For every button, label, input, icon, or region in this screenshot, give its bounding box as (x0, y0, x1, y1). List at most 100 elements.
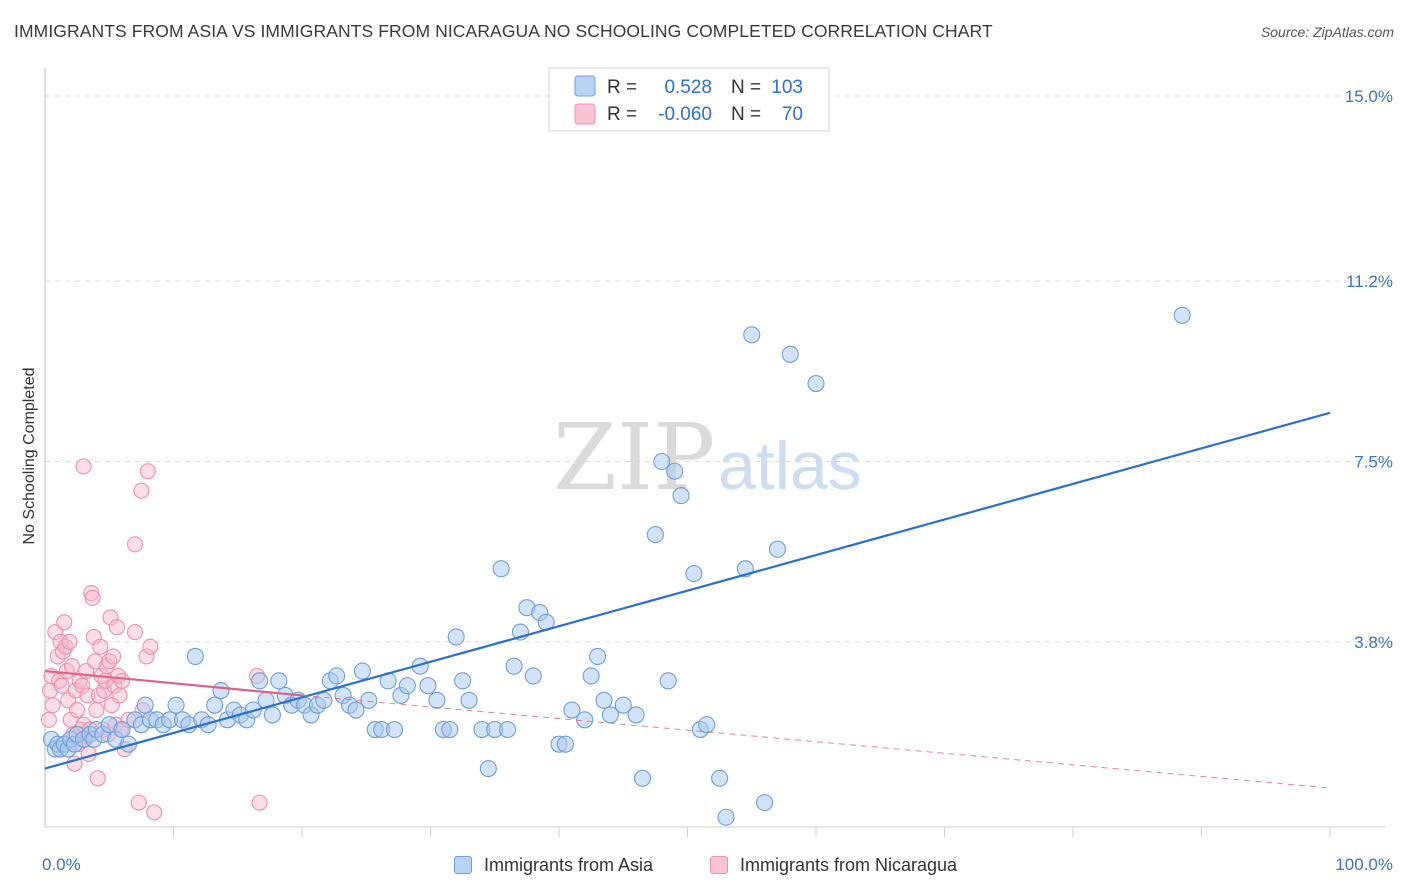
point-nicaragua (146, 804, 163, 821)
legend-asia-r-value: 0.528 (664, 77, 712, 98)
x-tick-label-min: 0.0% (42, 855, 81, 874)
point-asia (685, 565, 703, 583)
point-asia (186, 647, 204, 665)
point-asia (698, 716, 716, 734)
point-nicaragua (92, 638, 109, 655)
x-tick-label-max: 100.0% (1335, 855, 1393, 874)
point-nicaragua (142, 638, 159, 655)
y-tick-label: 15.0% (1345, 87, 1393, 106)
point-nicaragua (98, 658, 115, 675)
point-asia (113, 720, 131, 739)
legend-nicaragua-n-label: N = (731, 104, 761, 125)
point-nicaragua (130, 794, 147, 811)
chart-source: Source: ZipAtlas.com (1260, 24, 1394, 40)
series-asia-points (42, 306, 1191, 826)
x-ticks (173, 827, 1331, 837)
point-asia (479, 759, 497, 778)
point-asia (672, 487, 690, 505)
point-nicaragua (79, 687, 96, 704)
point-asia (576, 711, 594, 729)
y-tick-label: 7.5% (1354, 452, 1393, 471)
watermark-atlas: atlas (718, 428, 862, 504)
point-nicaragua (56, 614, 73, 631)
watermark: ZIP atlas (553, 404, 862, 511)
point-asia (263, 706, 281, 724)
point-asia (492, 560, 510, 578)
point-asia (460, 691, 478, 709)
point-asia (781, 345, 799, 363)
point-asia (315, 691, 333, 709)
point-asia (595, 691, 613, 709)
point-asia (711, 769, 729, 787)
point-asia (524, 667, 542, 685)
grid-lines (45, 95, 1385, 643)
legend-nicaragua-r-label: R = (607, 104, 637, 125)
point-asia (505, 657, 523, 675)
series-nicaragua-points (40, 458, 268, 821)
point-nicaragua (61, 633, 78, 650)
trend-lines (44, 411, 1331, 789)
point-nicaragua (44, 697, 61, 714)
bottom-legend-asia-swatch (454, 856, 472, 874)
point-nicaragua (133, 482, 150, 499)
point-asia (328, 667, 346, 685)
point-asia (167, 696, 185, 714)
bottom-legend-nicaragua: Immigrants from Nicaragua (710, 852, 957, 878)
point-asia (756, 794, 774, 812)
point-asia (556, 735, 574, 753)
legend-swatch-asia (574, 75, 596, 97)
point-asia (353, 662, 371, 680)
point-nicaragua (126, 536, 143, 553)
point-asia (454, 672, 472, 690)
point-asia (659, 672, 677, 690)
point-asia (588, 647, 607, 665)
legend-swatch-nicaragua (574, 103, 596, 125)
point-asia (614, 696, 632, 714)
legend-box: R = 0.528 N = 103 R = -0.060 N = 70 (548, 67, 830, 132)
legend-nicaragua-r-value: -0.060 (658, 104, 712, 125)
bottom-legend: Immigrants from Asia Immigrants from Nic… (0, 852, 1406, 878)
point-asia (360, 691, 378, 709)
point-asia (768, 540, 787, 558)
point-asia (447, 628, 465, 646)
watermark-zip: ZIP (553, 404, 715, 511)
point-nicaragua (138, 648, 155, 665)
trend-line-nicaragua-extension (301, 694, 1331, 789)
point-asia (582, 667, 600, 685)
point-nicaragua (63, 658, 81, 675)
point-asia (499, 720, 517, 739)
point-nicaragua (105, 648, 122, 665)
legend-asia-r-label: R = (607, 77, 637, 98)
y-axis-label: No Schooling Completed (21, 368, 38, 545)
point-asia (251, 672, 269, 690)
point-asia (646, 526, 664, 544)
point-nicaragua (102, 609, 119, 626)
point-nicaragua (69, 701, 86, 719)
point-asia (563, 701, 581, 719)
point-asia (136, 696, 154, 714)
legend-frame (548, 67, 830, 132)
point-asia (633, 769, 652, 787)
point-asia (206, 696, 224, 714)
point-asia (441, 720, 459, 739)
point-asia (428, 691, 446, 709)
point-asia (419, 677, 437, 695)
point-nicaragua (114, 672, 131, 689)
chart-title: IMMIGRANTS FROM ASIA VS IMMIGRANTS FROM … (14, 21, 993, 41)
point-asia (1173, 306, 1191, 324)
point-nicaragua (111, 687, 128, 704)
point-nicaragua (126, 624, 143, 641)
point-nicaragua (54, 643, 72, 660)
point-nicaragua (74, 677, 91, 694)
point-nicaragua (53, 677, 70, 694)
axes (44, 68, 1385, 828)
point-asia (270, 672, 288, 690)
point-asia (717, 808, 735, 826)
y-tick-labels: 3.8% 7.5% 11.2% 15.0% (1345, 87, 1393, 652)
trend-line-asia (44, 411, 1331, 770)
point-nicaragua (251, 794, 268, 811)
point-nicaragua (108, 619, 126, 636)
point-asia (743, 326, 761, 344)
point-nicaragua (40, 711, 57, 728)
